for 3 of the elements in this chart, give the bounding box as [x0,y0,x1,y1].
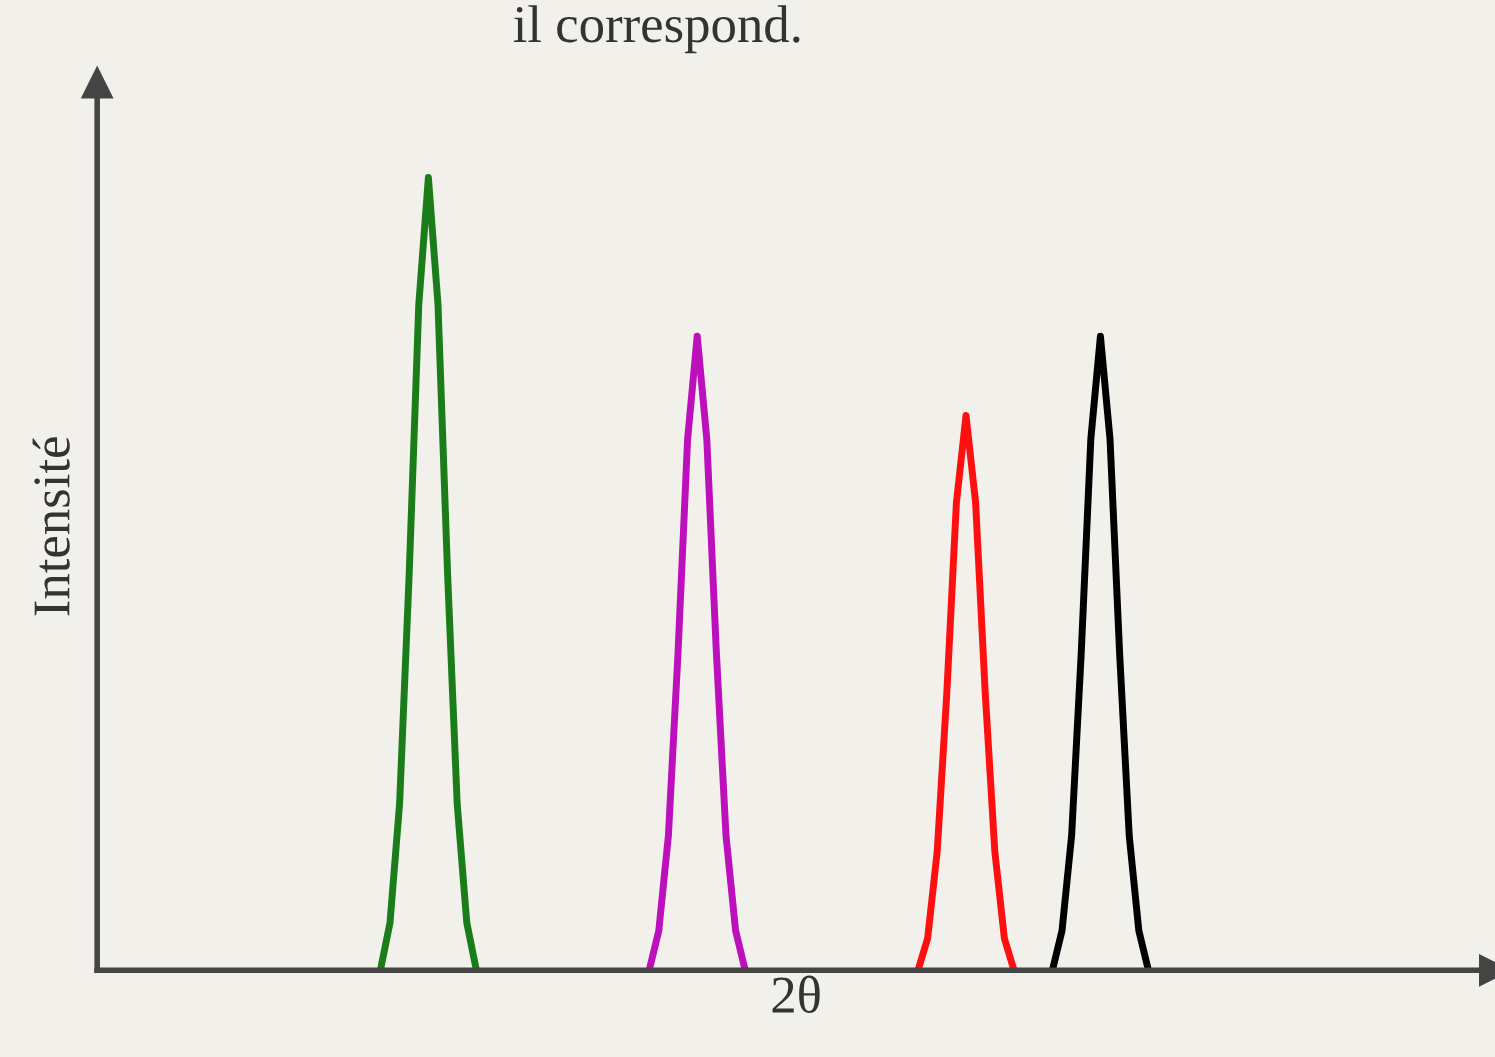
y-axis-title: Intensité [32,437,70,616]
x-axis-title: 2θ [772,975,820,1014]
chart-title: il correspond. [513,5,800,54]
